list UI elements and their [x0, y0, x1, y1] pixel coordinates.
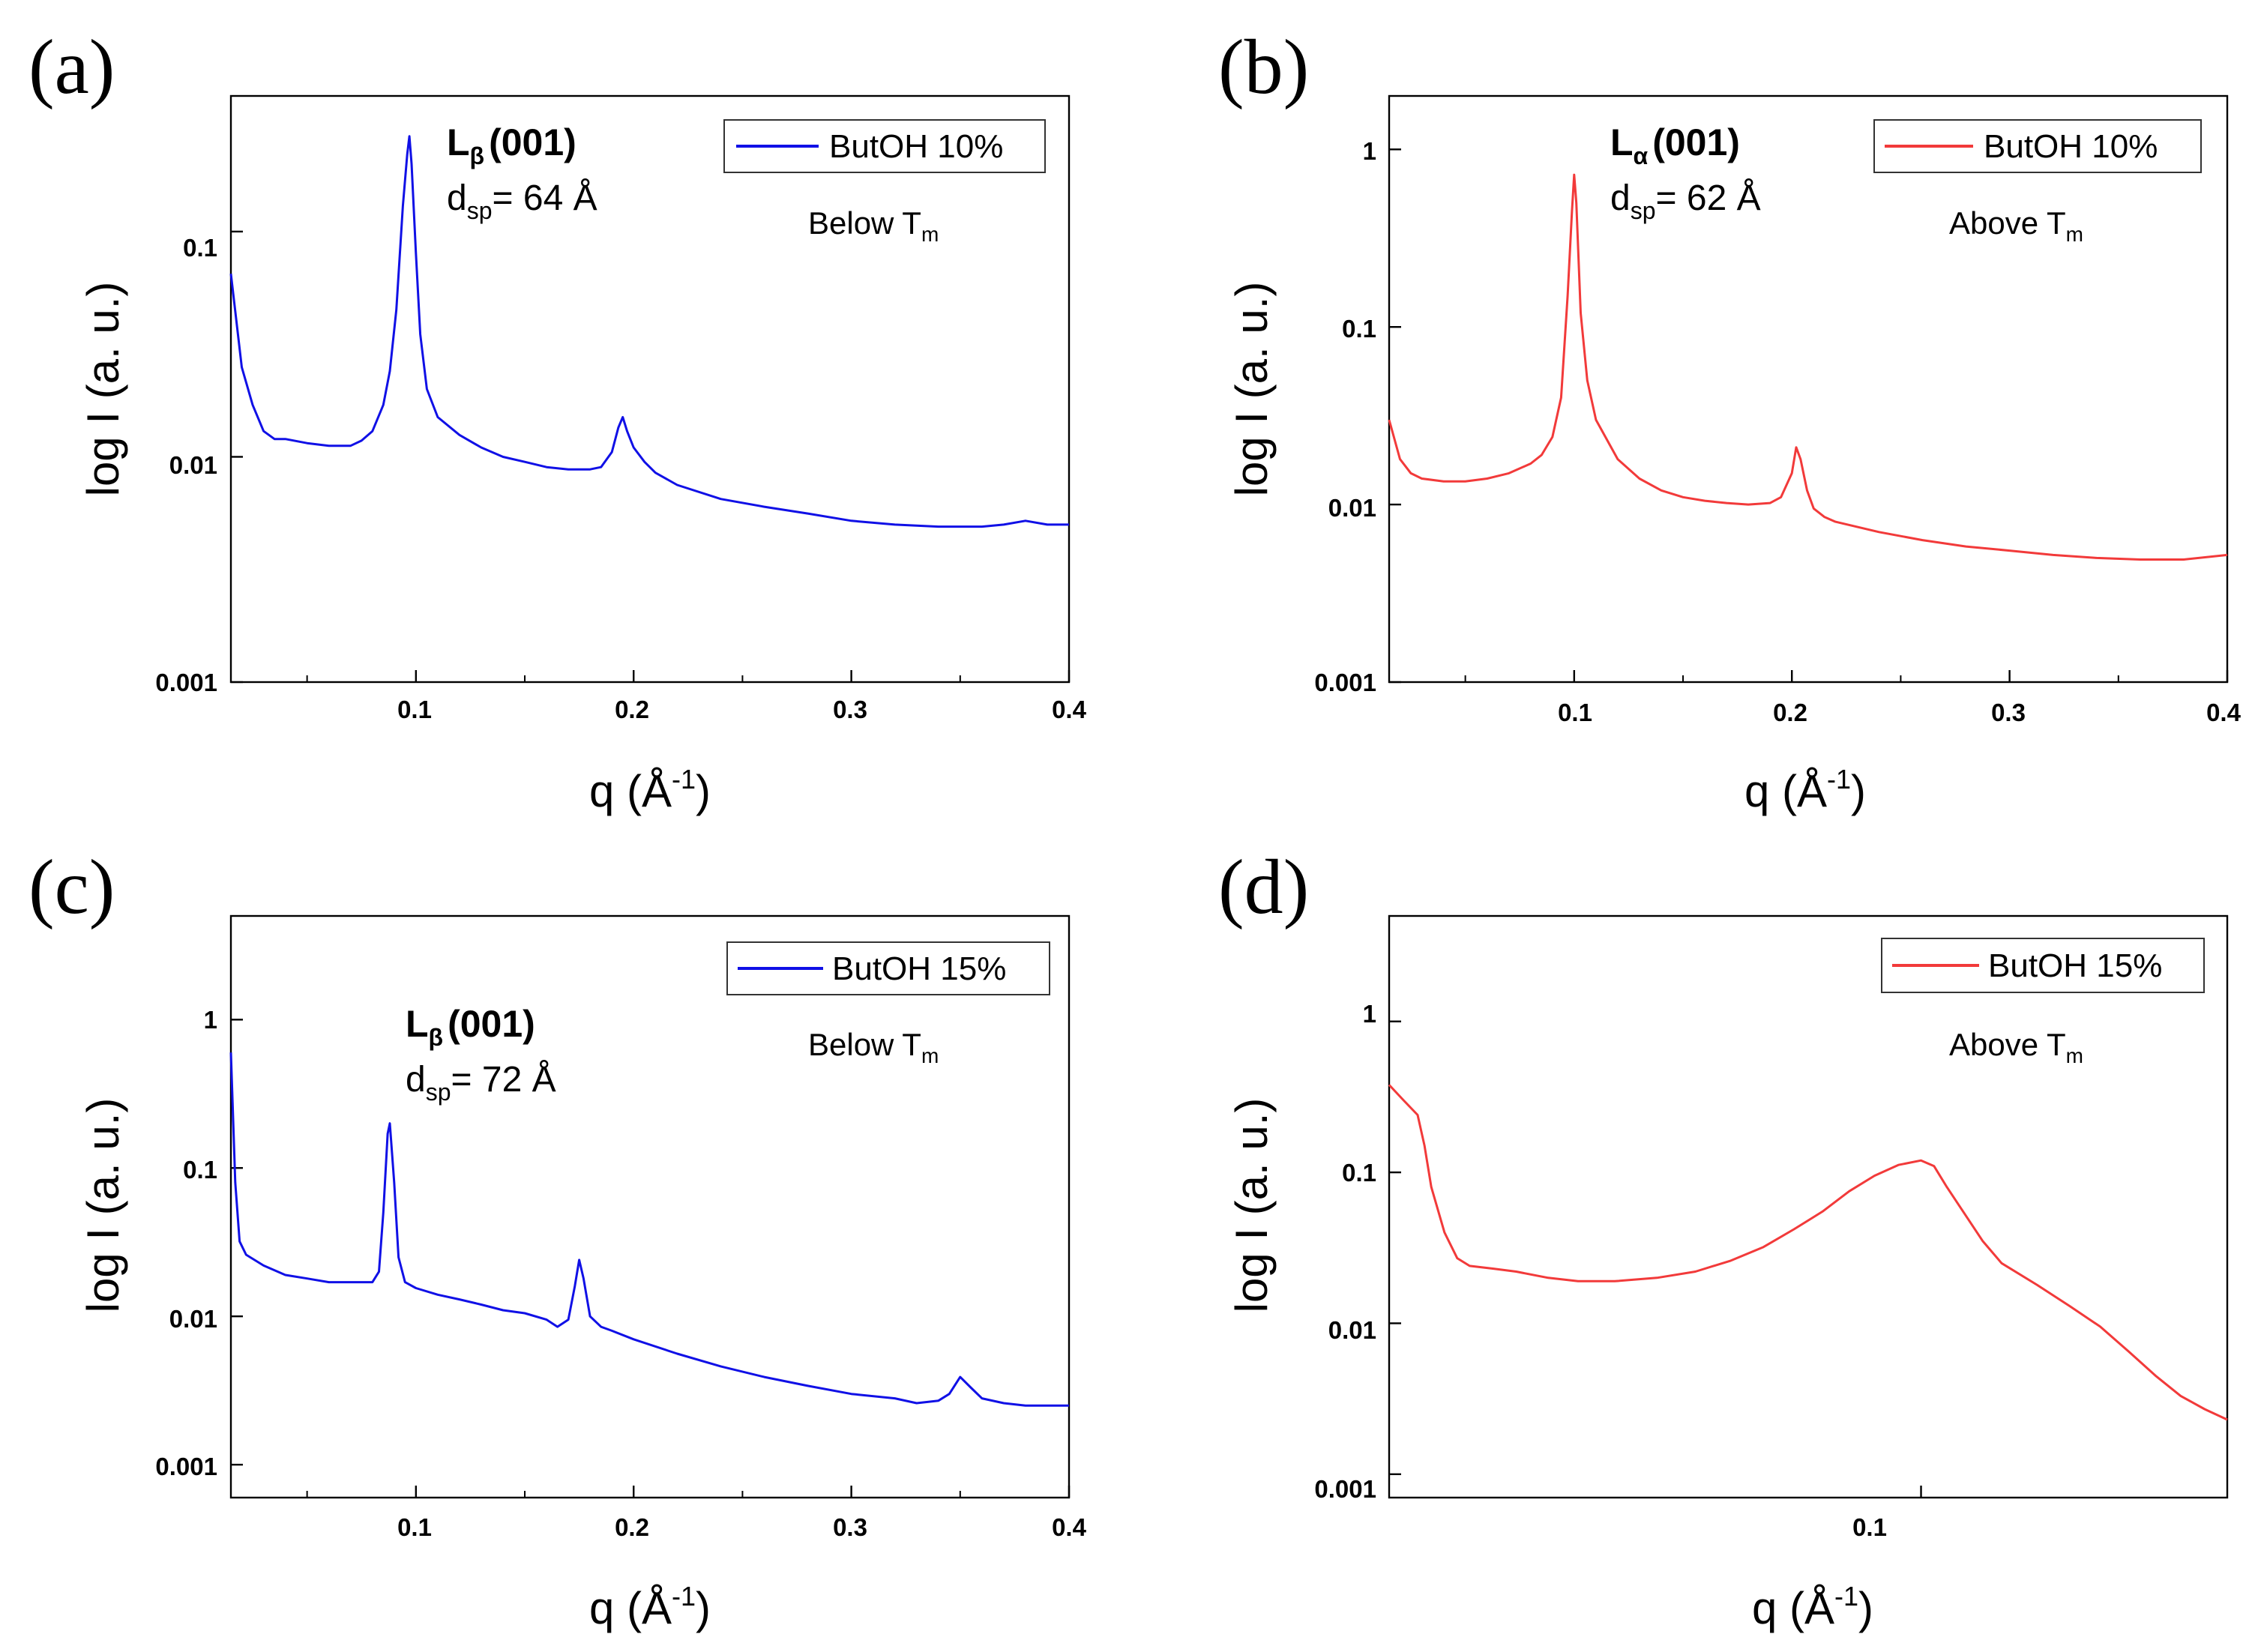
y-axis-title-d: log I (a. u.) [1226, 1098, 1277, 1313]
dsp-label-a: dsp= 64 Å [447, 178, 597, 224]
legend-label-b: ButOH 10% [1984, 128, 2158, 165]
phase-label-c: Lβ (001) [406, 1003, 535, 1051]
y-tick-label-b-1: 0.01 [1328, 494, 1376, 522]
panel-b: (b) 0.1 0.2 0.3 0.4 0.001 0.01 0.1 1 q (… [1218, 24, 2242, 816]
x-tick-label-b-0: 0.1 [1558, 699, 1592, 726]
phase-label-b: Lα (001) [1610, 121, 1740, 169]
panel-letter-b: (b) [1218, 24, 1309, 110]
legend-label-d: ButOH 15% [1988, 947, 2162, 984]
x-tick-label-a-3: 0.4 [1052, 696, 1087, 723]
panel-a: (a) 0.1 0.2 0.3 0.4 0.001 0.01 0.1 q (Å-… [28, 24, 1087, 816]
ticks-c [231, 1019, 1071, 1498]
x-axis-title-b: q (Å-1) [1744, 764, 1866, 816]
series-line-b [1388, 173, 2228, 561]
x-tick-label-c-3: 0.4 [1052, 1513, 1087, 1541]
x-tick-label-c-0: 0.1 [397, 1513, 432, 1541]
panel-letter-d: (d) [1218, 844, 1309, 930]
y-axis-title-b: log I (a. u.) [1226, 282, 1277, 497]
ticks-a [231, 230, 1071, 684]
x-tick-label-a-0: 0.1 [397, 696, 432, 723]
legend-c: ButOH 15% [726, 941, 1050, 995]
panel-letter-a: (a) [28, 24, 115, 110]
x-tick-label-b-2: 0.3 [1991, 699, 2026, 726]
x-tick-label-c-2: 0.3 [833, 1513, 867, 1541]
dsp-label-b: dsp= 62 Å [1610, 178, 1761, 224]
y-tick-label-c-0: 0.001 [155, 1453, 217, 1480]
y-tick-label-c-1: 0.01 [169, 1305, 217, 1333]
y-tick-label-b-0: 0.001 [1314, 669, 1376, 696]
panel-d: (d) 0.1 0.001 0.01 0.1 1 q (Å-1) log I (… [1218, 844, 2229, 1633]
x-tick-label-a-1: 0.2 [615, 696, 649, 723]
x-tick-label-c-1: 0.2 [615, 1513, 649, 1541]
x-axis-title-d: q (Å-1) [1752, 1581, 1873, 1633]
series-line-c [229, 1052, 1069, 1407]
legend-b: ButOH 10% [1873, 119, 2202, 173]
legend-label-a: ButOH 10% [829, 128, 1003, 165]
x-tick-label-b-1: 0.2 [1773, 699, 1807, 726]
y-axis-title-c: log I (a. u.) [78, 1098, 128, 1313]
y-tick-label-a-0: 0.001 [155, 669, 217, 696]
temp-label-b: Above Tm [1949, 205, 2083, 246]
x-tick-label-a-2: 0.3 [833, 696, 867, 723]
panel-c: (c) 0.1 0.2 0.3 0.4 0.001 0.01 0.1 1 q (… [28, 844, 1087, 1633]
legend-a: ButOH 10% [723, 119, 1046, 173]
y-tick-label-c-2: 0.1 [183, 1156, 217, 1184]
legend-d: ButOH 15% [1881, 938, 2205, 993]
y-tick-label-d-2: 0.1 [1342, 1159, 1376, 1187]
plot-frame-a [229, 94, 1071, 684]
temp-label-c: Below Tm [808, 1027, 939, 1067]
series-line-d [1388, 1084, 2228, 1421]
panel-letter-c: (c) [28, 844, 115, 930]
x-tick-label-b-3: 0.4 [2206, 699, 2242, 726]
ticks-d [1389, 1020, 1922, 1498]
plot-frame-b [1388, 94, 2229, 684]
y-tick-label-b-2: 0.1 [1342, 315, 1376, 343]
series-line-a [229, 135, 1069, 528]
x-axis-title-a: q (Å-1) [589, 764, 711, 816]
x-axis-title-c: q (Å-1) [589, 1581, 711, 1633]
y-tick-label-d-1: 0.01 [1328, 1316, 1376, 1344]
x-tick-label-d-0: 0.1 [1852, 1513, 1887, 1541]
y-tick-label-a-1: 0.01 [169, 451, 217, 479]
y-axis-title-a: log I (a. u.) [78, 282, 128, 497]
y-tick-label-d-3: 1 [1363, 1000, 1376, 1028]
y-tick-label-b-3: 1 [1363, 137, 1376, 165]
dsp-label-c: dsp= 72 Å [406, 1060, 556, 1106]
y-tick-label-a-2: 0.1 [183, 234, 217, 262]
plot-frame-c [229, 914, 1071, 1499]
y-tick-label-d-0: 0.001 [1314, 1475, 1376, 1503]
y-tick-label-c-3: 1 [204, 1006, 217, 1034]
ticks-b [1389, 148, 2229, 684]
plot-frame-d [1388, 914, 2229, 1499]
temp-label-a: Below Tm [808, 205, 939, 246]
phase-label-a: Lβ (001) [447, 121, 576, 169]
temp-label-d: Above Tm [1949, 1027, 2083, 1067]
legend-label-c: ButOH 15% [832, 950, 1006, 987]
